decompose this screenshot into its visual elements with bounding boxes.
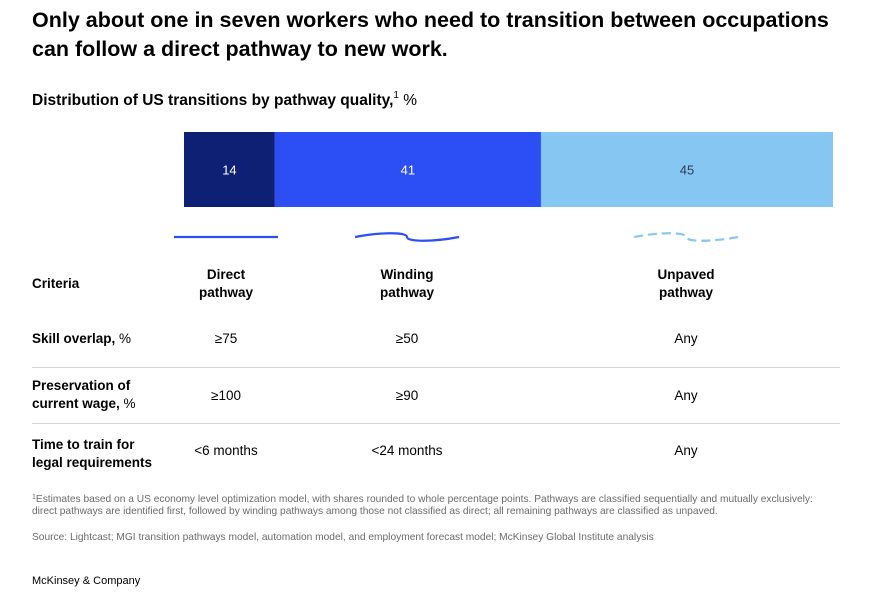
column-header-direct-line1: Direct xyxy=(206,267,246,282)
column-header-direct-line2: pathway xyxy=(198,285,253,300)
bar-label-winding: 41 xyxy=(401,163,415,178)
footnote-text: Estimates based on a US economy level op… xyxy=(32,494,813,517)
brand-logo-text: McKinsey & Company xyxy=(32,575,141,587)
column-header-direct: Direct pathway xyxy=(146,266,306,302)
column-header-winding-line1: Winding xyxy=(380,267,434,282)
row-label-wage-preservation-line1: Preservation of xyxy=(32,378,131,393)
row-label-training-time-line2: legal requirements xyxy=(32,455,153,470)
cell-training-direct: <6 months xyxy=(194,443,258,458)
cell-training-winding: <24 months xyxy=(371,443,443,458)
cell-skill-overlap-unpaved: Any xyxy=(674,331,698,346)
cell-wage-unpaved: Any xyxy=(674,388,698,403)
cell-wage-winding: ≥90 xyxy=(395,388,419,403)
column-header-unpaved: Unpaved pathway xyxy=(606,266,766,302)
row-label-wage-preservation-text: current wage, xyxy=(32,396,120,411)
chart-subtitle: Distribution of US transitions by pathwa… xyxy=(32,90,417,110)
column-header-unpaved-line2: pathway xyxy=(658,285,713,300)
cell-wage-direct: ≥100 xyxy=(211,388,241,403)
pathway-line-unpaved xyxy=(633,232,739,242)
row-label-training-time-line1: Time to train for xyxy=(32,437,135,452)
row-divider xyxy=(32,367,840,368)
cell-skill-overlap-winding: ≥50 xyxy=(395,331,419,346)
row-label-skill-overlap-unit: % xyxy=(115,331,132,346)
column-header-unpaved-line1: Unpaved xyxy=(657,267,715,282)
row-label-skill-overlap-text: Skill overlap, xyxy=(32,331,116,346)
pathway-line-winding xyxy=(354,232,460,242)
cell-training-unpaved: Any xyxy=(674,443,698,458)
subtitle-text: Distribution of US transitions by pathwa… xyxy=(32,92,394,109)
bar-segment-unpaved xyxy=(540,132,833,207)
bar-segment-direct xyxy=(184,132,275,207)
row-label-training-time: Time to train for legal requirements xyxy=(32,436,152,472)
footnote: 1Estimates based on a US economy level o… xyxy=(32,492,832,517)
footnote-mark: 1 xyxy=(32,494,36,501)
criteria-header: Criteria xyxy=(32,276,80,291)
row-divider xyxy=(32,423,840,424)
source-note: Source: Lightcast; MGI transition pathwa… xyxy=(32,532,654,543)
subtitle-footnote-mark: 1 xyxy=(393,90,399,101)
row-label-wage-preservation: Preservation of current wage, % xyxy=(32,377,136,413)
row-label-wage-preservation-line2: current wage, % xyxy=(32,395,136,413)
row-label-skill-overlap: Skill overlap, % xyxy=(32,330,131,348)
bar-label-unpaved: 45 xyxy=(680,163,694,178)
headline: Only about one in seven workers who need… xyxy=(32,8,829,61)
subtitle-unit: % xyxy=(398,92,418,109)
row-label-wage-preservation-unit: % xyxy=(119,396,136,411)
cell-skill-overlap-direct: ≥75 xyxy=(214,331,238,346)
column-header-winding-line2: pathway xyxy=(379,285,434,300)
stacked-bar-chart: 14 41 45 xyxy=(174,132,833,242)
column-header-winding: Winding pathway xyxy=(327,266,487,302)
bar-label-direct: 14 xyxy=(222,163,236,178)
bar-segment-winding xyxy=(274,132,541,207)
